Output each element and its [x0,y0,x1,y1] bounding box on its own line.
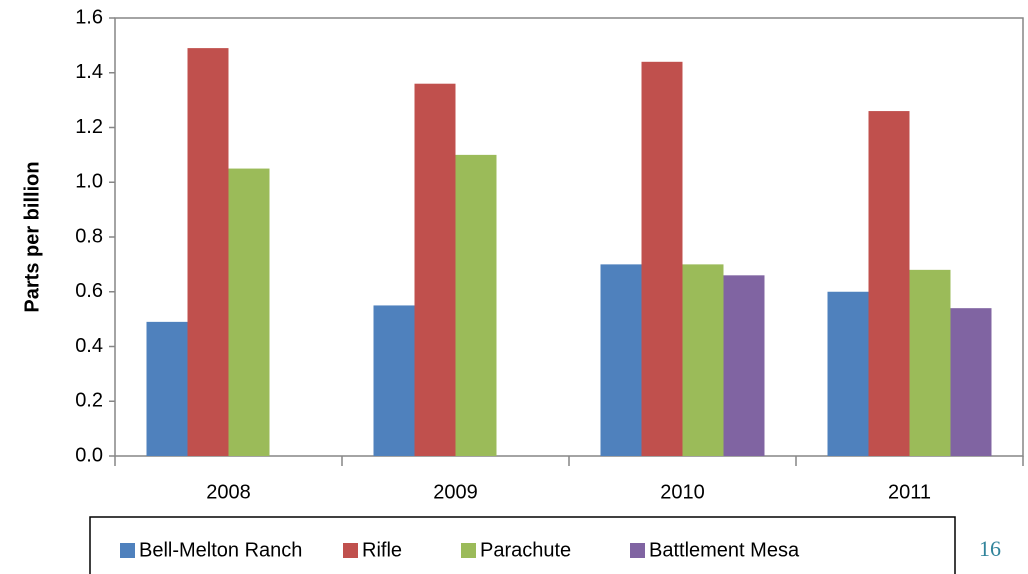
y-tick-label: 0.4 [75,335,103,357]
legend-label: Bell-Melton Ranch [139,539,302,561]
legend-swatch [343,543,358,558]
bar [146,321,188,456]
bar [228,168,270,456]
legend-swatch [461,543,476,558]
bar [455,154,497,456]
y-axis-label: Parts per billion [21,161,43,312]
bar [187,48,229,457]
y-tick-label: 0.6 [75,280,103,302]
x-tick-label: 2011 [888,481,931,503]
bar [909,269,951,456]
bar [641,61,683,457]
legend-box [89,516,956,574]
y-tick-label: 0.2 [75,390,103,412]
legend-swatch [630,543,645,558]
bar [600,264,642,456]
bar [682,264,724,456]
x-tick-label: 2009 [433,481,478,503]
legend-label: Parachute [480,539,571,561]
bar [414,83,456,456]
page-number: 16 [979,536,1001,561]
y-tick-label: 1.0 [75,171,103,193]
x-tick-label: 2010 [660,481,705,503]
bar [723,275,765,456]
x-tick-label: 2008 [206,481,251,503]
y-tick-label: 1.2 [75,116,103,138]
legend-label: Battlement Mesa [649,539,800,561]
y-tick-label: 0.8 [75,225,103,247]
bar [373,305,415,456]
bar [950,308,992,456]
y-tick-label: 1.4 [75,61,103,83]
legend-swatch [120,543,135,558]
y-tick-label: 0.0 [75,444,103,466]
bar [827,291,869,456]
bar [868,111,910,456]
legend-label: Rifle [362,539,402,561]
y-tick-label: 1.6 [75,6,103,28]
